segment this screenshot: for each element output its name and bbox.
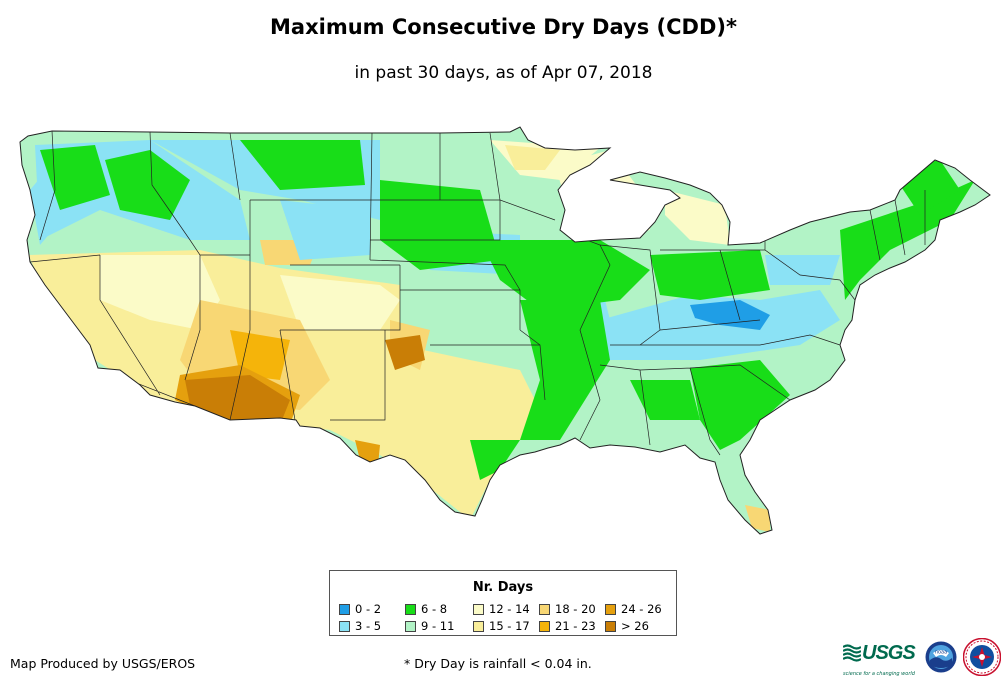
legend-swatch [605,604,616,615]
legend-swatch [473,604,484,615]
legend-swatch [405,604,416,615]
cdd-region-22 [765,255,840,285]
noaa-logo-icon: noaa [925,641,957,673]
legend-item-24-26: 24 - 26 [605,602,662,616]
cdd-region-27 [480,240,650,310]
legend-item-0-2: 0 - 2 [339,602,381,616]
legend-swatch [539,621,550,632]
nws-logo-icon [963,638,1001,676]
us-outline [19,126,991,535]
cdd-region-35 [105,150,190,220]
cdd-region-29 [650,250,770,300]
legend-swatch [339,604,350,615]
cdd-region-1 [100,255,220,330]
map-subtitle: in past 30 days, as of Apr 07, 2018 [354,63,653,83]
legend-swatch [473,621,484,632]
legend-item-3-5: 3 - 5 [339,619,381,633]
state-boundaries [29,130,926,456]
cdd-region-13 [385,335,425,370]
us-cdd-map [19,126,991,535]
legend-swatch [605,621,616,632]
legend-item-15-17: 15 - 17 [473,619,530,633]
legend-item-12-14: 12 - 14 [473,602,530,616]
cdd-region-18 [280,200,370,260]
cdd-region-6 [505,145,560,170]
map-title: Maximum Consecutive Dry Days (CDD)* [270,15,737,39]
cdd-region-25 [240,140,365,190]
legend-swatch [405,621,416,632]
cdd-region-24 [40,145,110,210]
cdd-region-36 [690,300,770,330]
legend-swatch [339,621,350,632]
legend-item-9-11: 9 - 11 [405,619,454,633]
cdd-region-4 [665,190,730,245]
legend-item-gt-26: > 26 [605,619,649,633]
dry-day-footnote: * Dry Day is rainfall < 0.04 in. [404,656,592,671]
usgs-logo: USGS science for a changing world [843,642,917,677]
legend-item-6-8: 6 - 8 [405,602,447,616]
cdd-region-2 [280,275,400,330]
legend-swatch [539,604,550,615]
cdd-region-28 [520,300,610,440]
usgs-tagline: science for a changing world [843,671,915,677]
cdd-region-34 [470,440,520,480]
cdd-region-33 [630,380,700,420]
legend-title: Nr. Days [472,580,534,595]
legend-item-18-20: 18 - 20 [539,602,596,616]
usgs-waves-icon [843,644,861,662]
noaa-text: noaa [935,650,947,656]
legend: Nr. Days 0 - 2 3 - 5 6 - 8 9 - 11 12 - 1… [329,570,677,636]
cdd-region-26 [380,180,500,270]
legend-item-21-23: 21 - 23 [539,619,596,633]
cdd-region-31 [840,180,975,300]
usgs-wordmark: USGS [862,642,916,664]
map-credit: Map Produced by USGS/EROS [10,656,196,671]
